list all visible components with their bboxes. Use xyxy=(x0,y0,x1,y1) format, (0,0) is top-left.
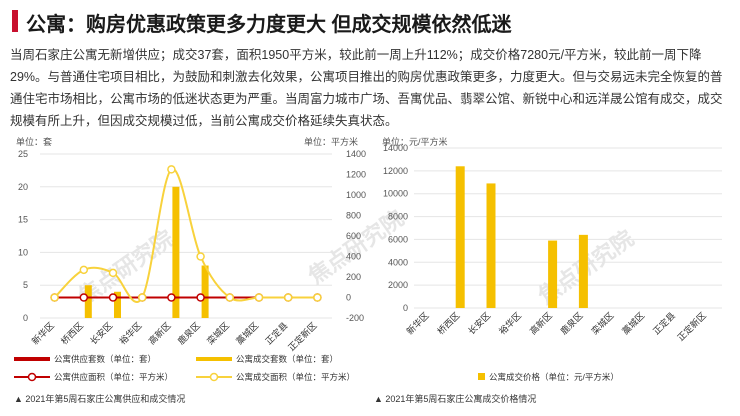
y-tick-label: 10000 xyxy=(383,189,408,199)
y-right-tick-label: 800 xyxy=(346,211,361,221)
x-tick-label: 正定新区 xyxy=(286,320,319,353)
price-bar xyxy=(455,166,465,308)
y-tick-label: 6000 xyxy=(388,234,408,244)
right-axis-unit: 单位：平方米 xyxy=(304,136,358,147)
deal-units-bar xyxy=(201,265,209,318)
y-right-tick-label: 600 xyxy=(346,231,361,241)
x-tick-label: 正定新区 xyxy=(675,310,708,343)
deal-area-point xyxy=(283,293,293,302)
legend-label-supply-units: 公寓供应套数（单位：套） xyxy=(54,354,156,364)
legend: 公寓供应套数（单位：套） 公寓成交套数（单位：套） 公寓供应面积（单位：平方米）… xyxy=(14,354,355,382)
supply-deal-chart: 单位：套 单位：平方米 0 5 10 15 20 25 -200 0 200 400 600 800… xyxy=(14,136,366,404)
x-tick-label: 藁城区 xyxy=(234,320,261,347)
title-accent-bar xyxy=(12,10,18,32)
deal-area-point xyxy=(254,293,264,302)
chart-caption: ▲ 2021年第5周石家庄公寓成交价格情况 xyxy=(374,393,536,404)
x-tick-label: 藁城区 xyxy=(620,310,647,337)
deal-units-bar xyxy=(84,285,92,318)
x-tick-label: 新华区 xyxy=(404,310,431,337)
x-tick-label: 高新区 xyxy=(527,310,554,337)
price-bar xyxy=(486,183,496,308)
y-tick-label: 12000 xyxy=(383,166,408,176)
page-title: 公寓：购房优惠政策更多力度更大 但成交规模依然低迷 xyxy=(26,14,512,36)
deal-area-point xyxy=(167,165,176,174)
legend: 公寓成交价格（单位：元/平方米） xyxy=(478,372,619,382)
y-tick-label: 8000 xyxy=(388,212,408,222)
legend-marker-supply-area xyxy=(27,372,37,382)
x-tick-label: 裕华区 xyxy=(117,320,144,347)
y-right-tick-label: 1000 xyxy=(346,190,366,200)
deal-area-point xyxy=(79,265,89,275)
legend-swatch-price xyxy=(478,373,485,380)
x-tick-label: 鹿泉区 xyxy=(558,310,585,337)
legend-label-deal-area: 公寓成交面积（单位：平方米） xyxy=(236,372,355,382)
y-tick-label: 14000 xyxy=(383,143,408,153)
legend-swatch-deal-units xyxy=(196,357,232,361)
deal-area-point xyxy=(196,252,205,261)
y-tick-label: 4000 xyxy=(388,257,408,267)
y-left-tick-label: 25 xyxy=(18,149,28,159)
supply-area-point xyxy=(79,293,89,302)
deal-area-point xyxy=(137,293,147,302)
x-tick-label: 长安区 xyxy=(466,310,493,337)
y-left-tick-label: 0 xyxy=(23,313,28,323)
x-tick-label: 桥西区 xyxy=(435,310,462,337)
deal-area-line xyxy=(53,168,318,303)
y-left-tick-label: 10 xyxy=(18,247,28,257)
supply-area-point xyxy=(196,293,205,302)
x-tick-label: 栾城区 xyxy=(204,320,231,347)
x-tick-label: 新华区 xyxy=(29,320,56,347)
y-tick-label: 0 xyxy=(403,303,408,313)
deal-units-bar xyxy=(114,291,121,318)
legend-label-deal-units: 公寓成交套数（单位：套） xyxy=(236,354,338,364)
x-tick-label: 桥西区 xyxy=(58,320,85,347)
x-tick-label: 栾城区 xyxy=(589,310,616,337)
left-axis-unit: 单位：套 xyxy=(16,136,52,147)
x-tick-label: 高新区 xyxy=(146,320,173,347)
x-tick-label: 长安区 xyxy=(88,320,115,347)
x-tick-label: 裕华区 xyxy=(496,310,523,337)
price-bar xyxy=(548,240,558,308)
x-tick-label: 鹿泉区 xyxy=(175,320,202,347)
legend-label-supply-area: 公寓供应面积（单位：平方米） xyxy=(54,372,173,382)
supply-area-point xyxy=(167,293,176,302)
y-right-tick-label: 1400 xyxy=(346,149,366,159)
supply-area-point xyxy=(108,293,118,302)
deal-area-point xyxy=(313,293,322,302)
legend-label-price: 公寓成交价格（单位：元/平方米） xyxy=(489,372,619,382)
legend-marker-deal-area xyxy=(209,372,219,382)
summary-paragraph: 当周石家庄公寓无新增供应；成交37套，面积1950平方米，较此前一周上升112%… xyxy=(10,48,723,128)
y-left-tick-label: 20 xyxy=(18,182,28,192)
deal-area-point xyxy=(225,293,235,302)
legend-swatch-supply-units xyxy=(14,357,50,361)
price-axis-unit: 单位：元/平方米 xyxy=(382,136,448,147)
price-chart: 单位：元/平方米 0 2000 4000 6000 8000 10000 12000 1400… xyxy=(374,136,722,404)
x-tick-label: 正定县 xyxy=(263,320,290,347)
y-right-tick-label: -200 xyxy=(346,313,364,323)
deal-units-bar xyxy=(172,186,180,318)
chart-caption: ▲ 2021年第5周石家庄公寓供应和成交情况 xyxy=(14,393,185,404)
y-right-tick-label: 200 xyxy=(346,272,361,282)
deal-area-point xyxy=(108,268,118,278)
price-bar xyxy=(578,234,588,308)
y-right-tick-label: 0 xyxy=(346,293,351,303)
y-left-tick-label: 5 xyxy=(23,280,28,290)
y-left-tick-label: 15 xyxy=(18,215,28,225)
y-tick-label: 2000 xyxy=(388,280,408,290)
x-tick-label: 正定县 xyxy=(650,310,677,337)
deal-area-point xyxy=(50,293,59,302)
y-right-tick-label: 1200 xyxy=(346,170,366,180)
y-right-tick-label: 400 xyxy=(346,252,361,262)
